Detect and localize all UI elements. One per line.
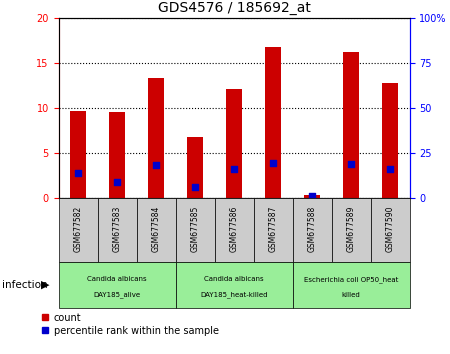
- Bar: [58, 262, 176, 308]
- Bar: [332, 198, 370, 262]
- Bar: [176, 262, 292, 308]
- Bar: [148, 78, 164, 198]
- Text: DAY185_alive: DAY185_alive: [94, 292, 140, 298]
- Bar: [292, 262, 410, 308]
- Legend: count, percentile rank within the sample: count, percentile rank within the sample: [41, 313, 219, 336]
- Text: GSM677589: GSM677589: [346, 206, 356, 252]
- Text: ▶: ▶: [41, 280, 50, 290]
- Text: GSM677582: GSM677582: [73, 206, 82, 252]
- Bar: [70, 111, 86, 198]
- Text: GSM677586: GSM677586: [230, 206, 238, 252]
- Text: GSM677587: GSM677587: [269, 206, 278, 252]
- Text: Candida albicans: Candida albicans: [204, 276, 264, 282]
- Point: [153, 162, 160, 168]
- Text: infection: infection: [2, 280, 48, 290]
- Point: [387, 166, 394, 172]
- Bar: [253, 198, 292, 262]
- Text: DAY185_heat-killed: DAY185_heat-killed: [200, 292, 268, 298]
- Text: Escherichia coli OP50_heat: Escherichia coli OP50_heat: [304, 276, 398, 283]
- Bar: [98, 198, 136, 262]
- Bar: [370, 198, 410, 262]
- Point: [74, 170, 81, 176]
- Point: [191, 184, 198, 189]
- Bar: [226, 89, 242, 198]
- Text: GSM677584: GSM677584: [152, 206, 161, 252]
- Bar: [304, 195, 320, 198]
- Bar: [109, 112, 125, 198]
- Bar: [343, 52, 359, 198]
- Bar: [215, 198, 253, 262]
- Bar: [176, 198, 215, 262]
- Text: GSM677583: GSM677583: [112, 206, 122, 252]
- Point: [113, 179, 121, 185]
- Text: GSM677588: GSM677588: [307, 206, 316, 252]
- Title: GDS4576 / 185692_at: GDS4576 / 185692_at: [158, 1, 310, 15]
- Bar: [292, 198, 332, 262]
- Text: GSM677585: GSM677585: [190, 206, 199, 252]
- Text: killed: killed: [342, 292, 360, 298]
- Point: [308, 193, 315, 198]
- Text: GSM677590: GSM677590: [386, 206, 395, 252]
- Bar: [58, 198, 98, 262]
- Bar: [187, 137, 203, 198]
- Point: [347, 161, 355, 167]
- Point: [270, 160, 277, 166]
- Bar: [382, 83, 398, 198]
- Bar: [136, 198, 176, 262]
- Bar: [265, 47, 281, 198]
- Text: Candida albicans: Candida albicans: [87, 276, 147, 282]
- Point: [230, 166, 238, 172]
